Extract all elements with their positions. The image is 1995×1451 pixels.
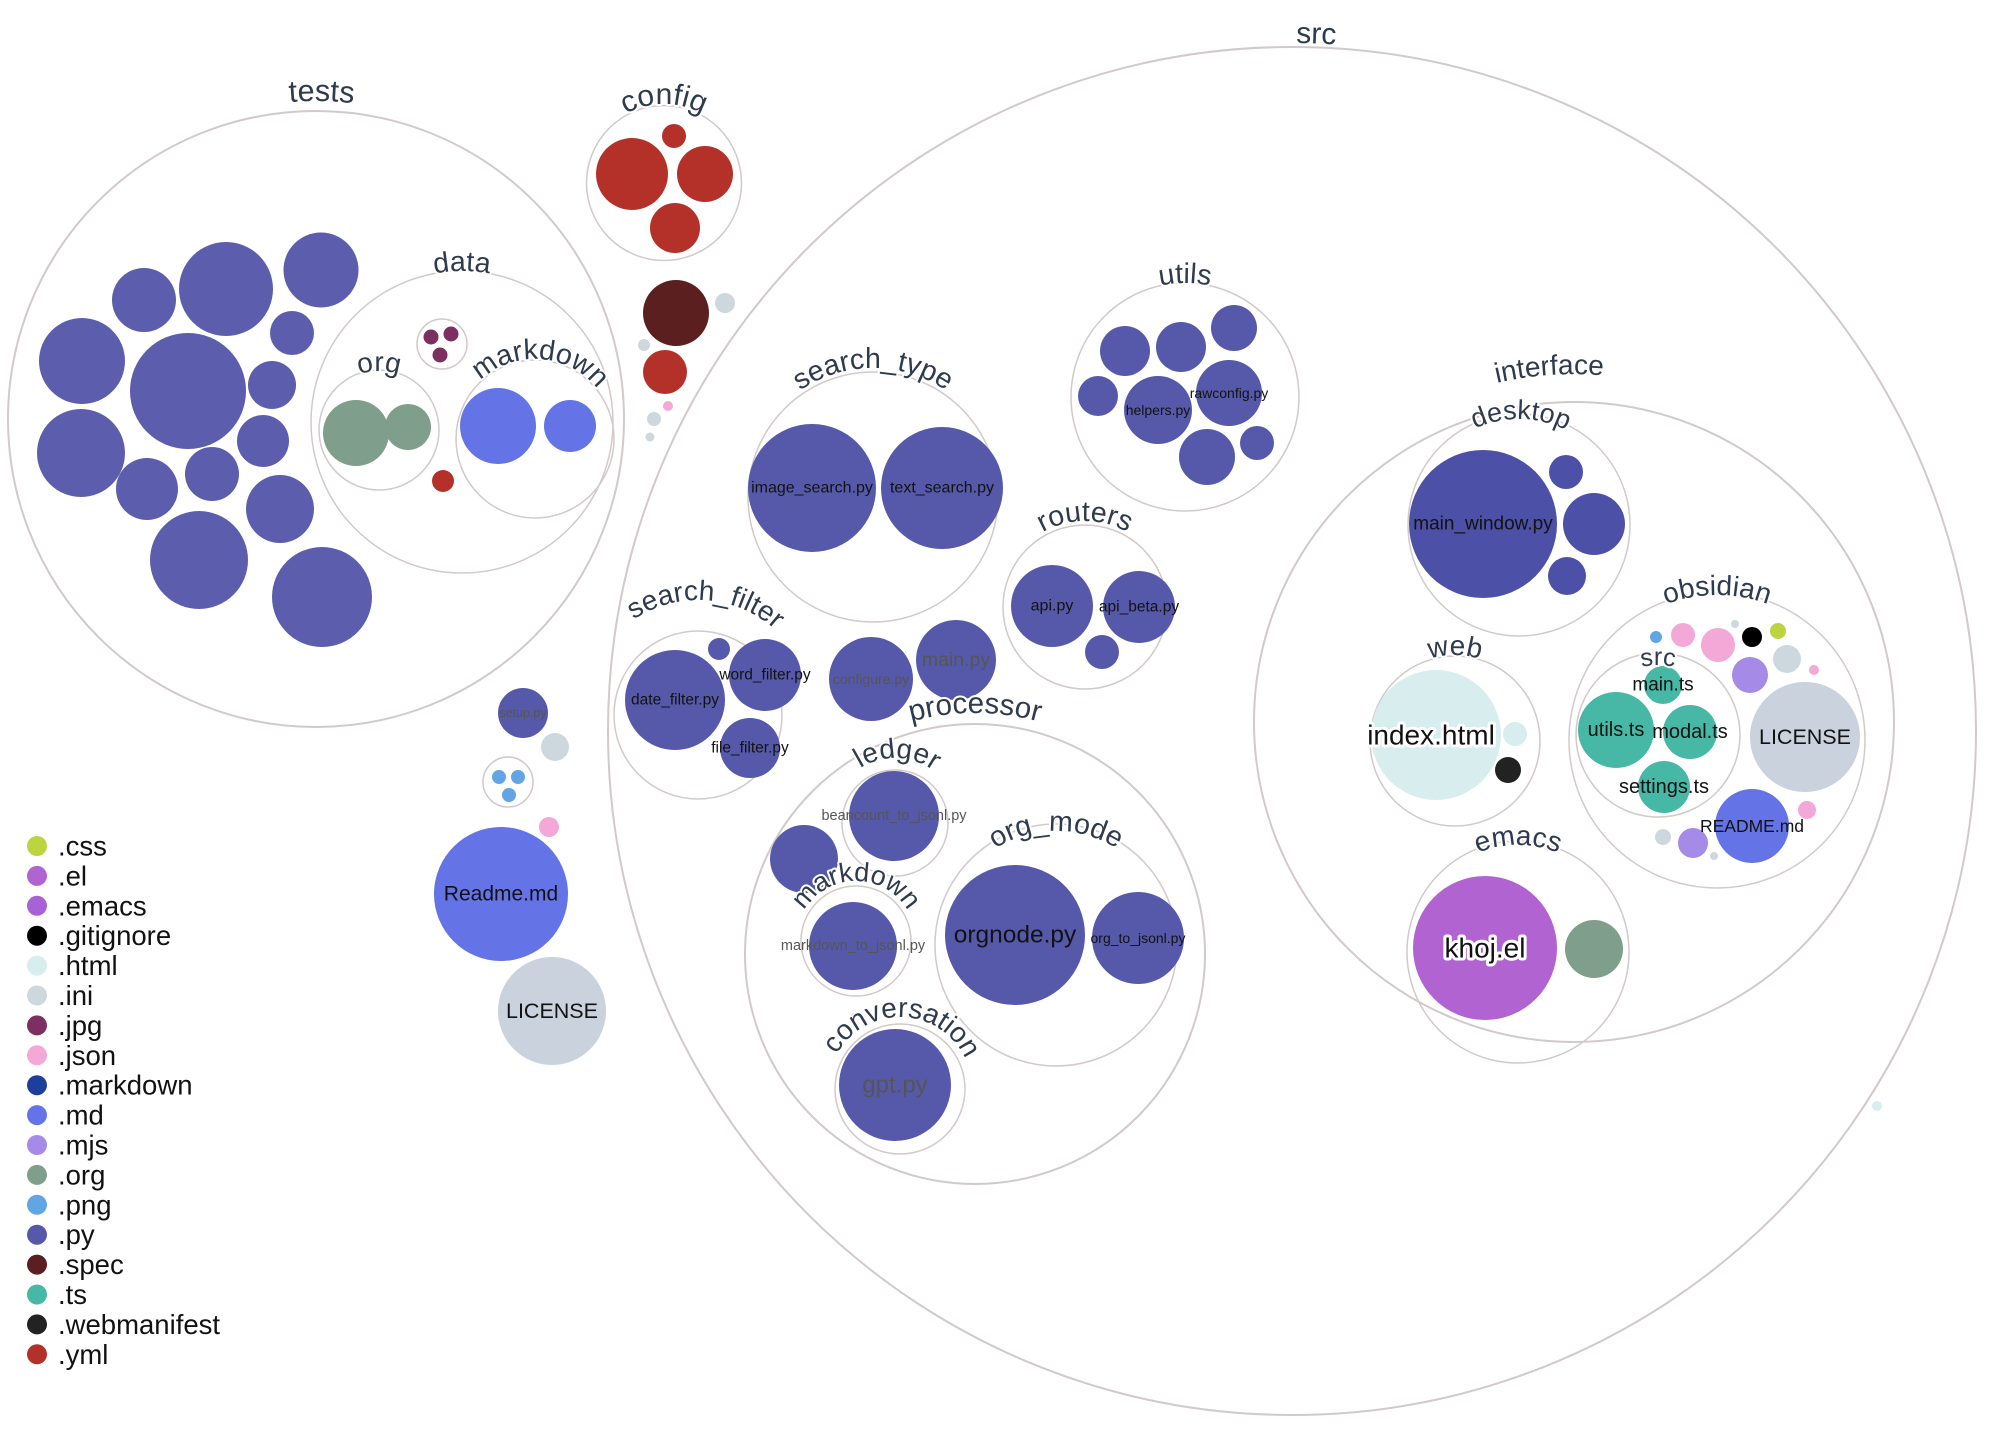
svg-text:LICENSE: LICENSE: [1759, 725, 1851, 749]
svg-text:modal.ts: modal.ts: [1652, 721, 1728, 743]
svg-text:markdown: markdown: [464, 329, 618, 395]
svg-text:date_filter.py: date_filter.py: [631, 692, 719, 709]
svg-text:.mjs: .mjs: [58, 1130, 108, 1161]
svg-text:file_filter.py: file_filter.py: [711, 740, 789, 757]
svg-text:desktop: desktop: [1466, 394, 1576, 436]
svg-text:.org: .org: [58, 1159, 105, 1190]
svg-text:helpers.py: helpers.py: [1126, 402, 1191, 418]
svg-text:Readme.md: Readme.md: [444, 883, 558, 906]
svg-text:config: config: [615, 78, 713, 120]
svg-text:.el: .el: [58, 860, 87, 891]
svg-text:processor: processor: [905, 687, 1046, 728]
svg-text:api_beta.py: api_beta.py: [1099, 599, 1179, 616]
svg-text:orgnode.py: orgnode.py: [954, 922, 1077, 949]
svg-text:.json: .json: [58, 1040, 116, 1071]
svg-text:.emacs: .emacs: [58, 890, 147, 921]
svg-text:main.py: main.py: [922, 649, 991, 671]
svg-text:src: src: [1638, 643, 1678, 673]
svg-text:.ini: .ini: [58, 980, 93, 1011]
svg-text:.jpg: .jpg: [58, 1010, 102, 1041]
svg-text:org: org: [354, 346, 404, 380]
svg-text:gpt.py: gpt.py: [862, 1072, 927, 1099]
svg-text:search_filter: search_filter: [619, 569, 793, 635]
svg-text:.png: .png: [58, 1189, 112, 1220]
svg-text:obsidian: obsidian: [1658, 570, 1775, 610]
svg-text:.py: .py: [58, 1219, 95, 1250]
svg-text:.markdown: .markdown: [58, 1070, 193, 1101]
svg-text:khoj.el: khoj.el: [1445, 933, 1526, 964]
svg-text:configure.py: configure.py: [833, 671, 909, 687]
svg-text:org_mode: org_mode: [983, 806, 1129, 855]
svg-text:README.md: README.md: [1700, 816, 1804, 836]
svg-text:org_to_jsonl.py: org_to_jsonl.py: [1091, 930, 1186, 946]
svg-text:index.html: index.html: [1367, 720, 1495, 751]
svg-text:.yml: .yml: [58, 1339, 108, 1370]
svg-text:.css: .css: [58, 831, 107, 862]
svg-text:.html: .html: [58, 950, 118, 981]
svg-text:utils: utils: [1156, 258, 1214, 293]
svg-text:LICENSE: LICENSE: [506, 999, 598, 1023]
svg-text:tests: tests: [287, 73, 356, 110]
svg-text:.gitignore: .gitignore: [58, 920, 171, 951]
svg-text:interface: interface: [1491, 346, 1607, 389]
svg-text:setup.py: setup.py: [499, 706, 547, 720]
svg-text:data: data: [431, 246, 493, 280]
svg-text:.ts: .ts: [58, 1279, 87, 1310]
svg-text:word_filter.py: word_filter.py: [718, 667, 811, 684]
svg-text:web: web: [1424, 630, 1485, 664]
svg-text:settings.ts: settings.ts: [1619, 776, 1709, 798]
svg-text:beancount_to_jsonl.py: beancount_to_jsonl.py: [821, 808, 967, 824]
svg-text:.spec: .spec: [58, 1249, 124, 1280]
svg-text:rawconfig.py: rawconfig.py: [1190, 385, 1269, 401]
svg-text:markdown_to_jsonl.py: markdown_to_jsonl.py: [781, 938, 926, 954]
svg-text:api.py: api.py: [1031, 598, 1074, 615]
svg-text:.md: .md: [58, 1100, 104, 1131]
svg-text:text_search.py: text_search.py: [890, 480, 994, 497]
svg-text:.webmanifest: .webmanifest: [58, 1309, 220, 1340]
svg-text:utils.ts: utils.ts: [1588, 719, 1645, 741]
svg-text:search_type: search_type: [787, 343, 959, 397]
svg-text:main_window.py: main_window.py: [1413, 514, 1553, 535]
svg-text:emacs: emacs: [1470, 820, 1566, 859]
svg-text:image_search.py: image_search.py: [751, 480, 873, 497]
svg-text:src: src: [1295, 17, 1337, 52]
svg-text:main.ts: main.ts: [1632, 675, 1693, 696]
svg-text:routers: routers: [1031, 496, 1138, 538]
